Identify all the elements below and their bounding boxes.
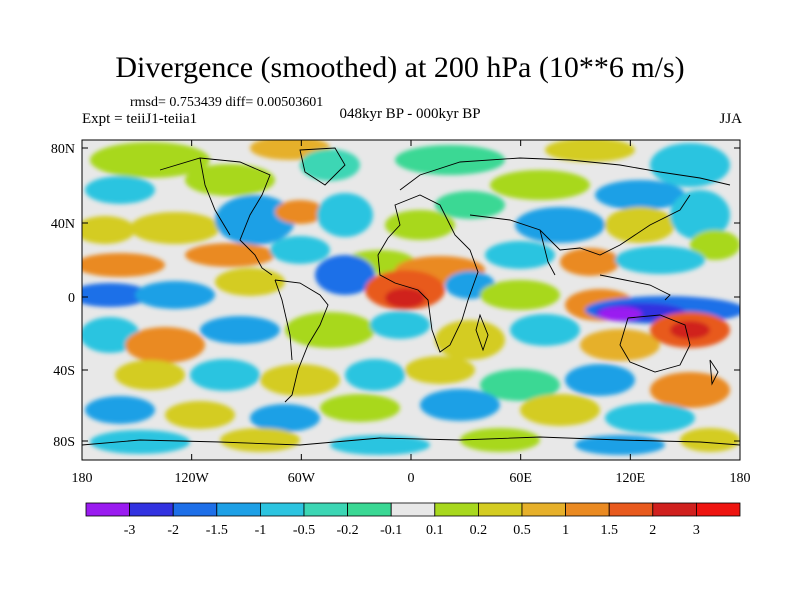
chart-title: Divergence (smoothed) at 200 hPa (10**6 …	[115, 51, 685, 84]
colorbar-label: 2	[649, 523, 656, 538]
experiment-label: Expt = teiiJ1-teiia1	[82, 111, 198, 127]
colorbar-swatch	[521, 502, 566, 517]
colorbar-label: 0.2	[470, 523, 488, 538]
rmsd-stats: rmsd= 0.753439 diff= 0.00503601	[130, 95, 324, 110]
colorbar-swatch	[652, 502, 697, 517]
colorbar-swatch	[608, 502, 654, 517]
colorbar-label: -1	[255, 523, 267, 538]
colorbar-swatch	[434, 502, 479, 517]
lon-tick-label: 180	[72, 471, 93, 486]
lat-tick-label: 40S	[53, 364, 75, 379]
lon-tick-label: 60W	[288, 471, 316, 486]
coastlines	[82, 147, 740, 446]
colorbar-swatch	[172, 502, 218, 517]
period-label: 048kyr BP - 000kyr BP	[339, 106, 481, 122]
colorbar: -3 -2 -1.5 -1 -0.5 -0.2 -0.1 0.1 0.2 0.5 1 1.5 2 3	[85, 502, 741, 538]
lon-tick-label: 180	[730, 471, 751, 486]
colorbar-swatch	[696, 502, 741, 517]
lat-tick-label: 80N	[51, 142, 75, 157]
colorbar-label: 1	[562, 523, 569, 538]
colorbar-label: -3	[124, 523, 136, 538]
lat-tick-label: 40N	[51, 217, 75, 232]
colorbar-label: 0.1	[426, 523, 444, 538]
lat-tick-label: 80S	[53, 435, 75, 450]
map-field	[82, 140, 740, 460]
colorbar-swatch	[347, 502, 392, 517]
colorbar-label: 3	[693, 523, 700, 538]
colorbar-swatch	[259, 502, 305, 517]
lon-tick-label: 120W	[175, 471, 210, 486]
colorbar-label: -0.2	[337, 523, 359, 538]
map-axes: 80N 40N 0 40S 80S 180 120W 60W 0 60E 120E 180	[51, 140, 751, 486]
colorbar-swatch	[216, 502, 261, 517]
colorbar-swatch	[477, 502, 523, 517]
colorbar-swatch	[303, 502, 348, 517]
colorbar-swatch	[565, 502, 610, 517]
colorbar-label: -2	[167, 523, 179, 538]
lon-tick-label: 120E	[616, 471, 646, 486]
colorbar-label: -0.5	[293, 523, 315, 538]
colorbar-swatch	[129, 502, 174, 517]
colorbar-label: -0.1	[380, 523, 402, 538]
lon-tick-label: 0	[408, 471, 415, 486]
lon-tick-label: 60E	[509, 471, 532, 486]
colorbar-swatch	[85, 502, 130, 517]
season-label: JJA	[719, 111, 742, 127]
colorbar-label: 1.5	[600, 523, 618, 538]
colorbar-label: 0.5	[513, 523, 531, 538]
colorbar-label: -1.5	[206, 523, 228, 538]
colorbar-swatch	[390, 502, 436, 517]
lat-tick-label: 0	[68, 291, 75, 306]
